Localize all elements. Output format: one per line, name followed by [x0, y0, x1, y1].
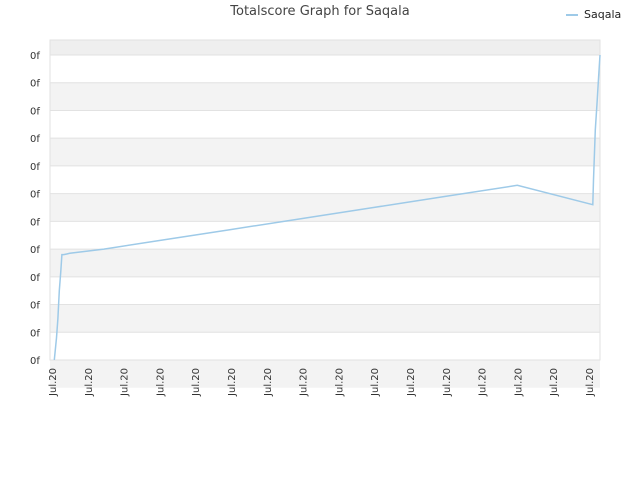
- x-tick-label: Jul.20: [263, 368, 274, 397]
- legend-swatch: [566, 13, 578, 16]
- chart-title: Totalscore Graph for Saqala: [230, 4, 410, 19]
- x-tick-label: Jul.20: [334, 368, 345, 397]
- x-tick-label: Jul.20: [585, 368, 596, 397]
- y-tick-label: 0f: [30, 134, 40, 145]
- x-tick-label: Jul.20: [549, 368, 560, 397]
- x-tick-label: Jul.20: [155, 368, 166, 397]
- x-axis-tick-labels: Jul.20 Jul.20 Jul.20 Jul.20 Jul.20 Jul.20 Jul.…: [48, 368, 596, 397]
- y-tick-label: 0f: [30, 162, 40, 173]
- legend-label: Saqala: [584, 8, 622, 21]
- y-tick-label: 0f: [30, 190, 40, 201]
- grid-band: [50, 249, 600, 277]
- legend[interactable]: Saqala: [566, 8, 621, 21]
- y-tick-label: 0f: [30, 356, 40, 367]
- grid-band: [50, 82, 600, 111]
- plot-border: [49, 39, 601, 361]
- y-tick-label: 0f: [30, 217, 40, 228]
- series-line-saqala[interactable]: [53, 54, 601, 361]
- y-axis-tick-labels: 0f 0f 0f 0f 0f 0f 0f 0f 0f 0f 0f 0f: [30, 51, 40, 367]
- x-tick-label: Jul.20: [442, 368, 453, 397]
- x-tick-label: Jul.20: [299, 368, 310, 397]
- grid-bands: [50, 40, 600, 388]
- y-tick-label: 0f: [30, 301, 40, 312]
- y-tick-label: 0f: [30, 51, 40, 62]
- grid-band: [50, 40, 600, 55]
- y-tick-label: 0f: [30, 79, 40, 90]
- x-tick-label: Jul.20: [478, 368, 489, 397]
- y-tick-label: 0f: [30, 328, 40, 339]
- x-tick-label: Jul.20: [191, 368, 202, 397]
- grid-band: [50, 360, 600, 388]
- grid-band: [50, 304, 600, 333]
- x-tick-label: Jul.20: [227, 368, 238, 397]
- x-tick-label: Jul.20: [406, 368, 417, 397]
- y-tick-label: 0f: [30, 106, 40, 117]
- x-tick-label: Jul.20: [84, 368, 95, 397]
- grid-band: [50, 193, 600, 222]
- x-tick-label: Jul.20: [513, 368, 524, 397]
- y-tick-label: 0f: [30, 273, 40, 284]
- x-tick-label: Jul.20: [120, 368, 131, 397]
- x-tick-label: Jul.20: [48, 368, 59, 397]
- x-tick-label: Jul.20: [370, 368, 381, 397]
- y-tick-label: 0f: [30, 245, 40, 256]
- grid-band: [50, 138, 600, 166]
